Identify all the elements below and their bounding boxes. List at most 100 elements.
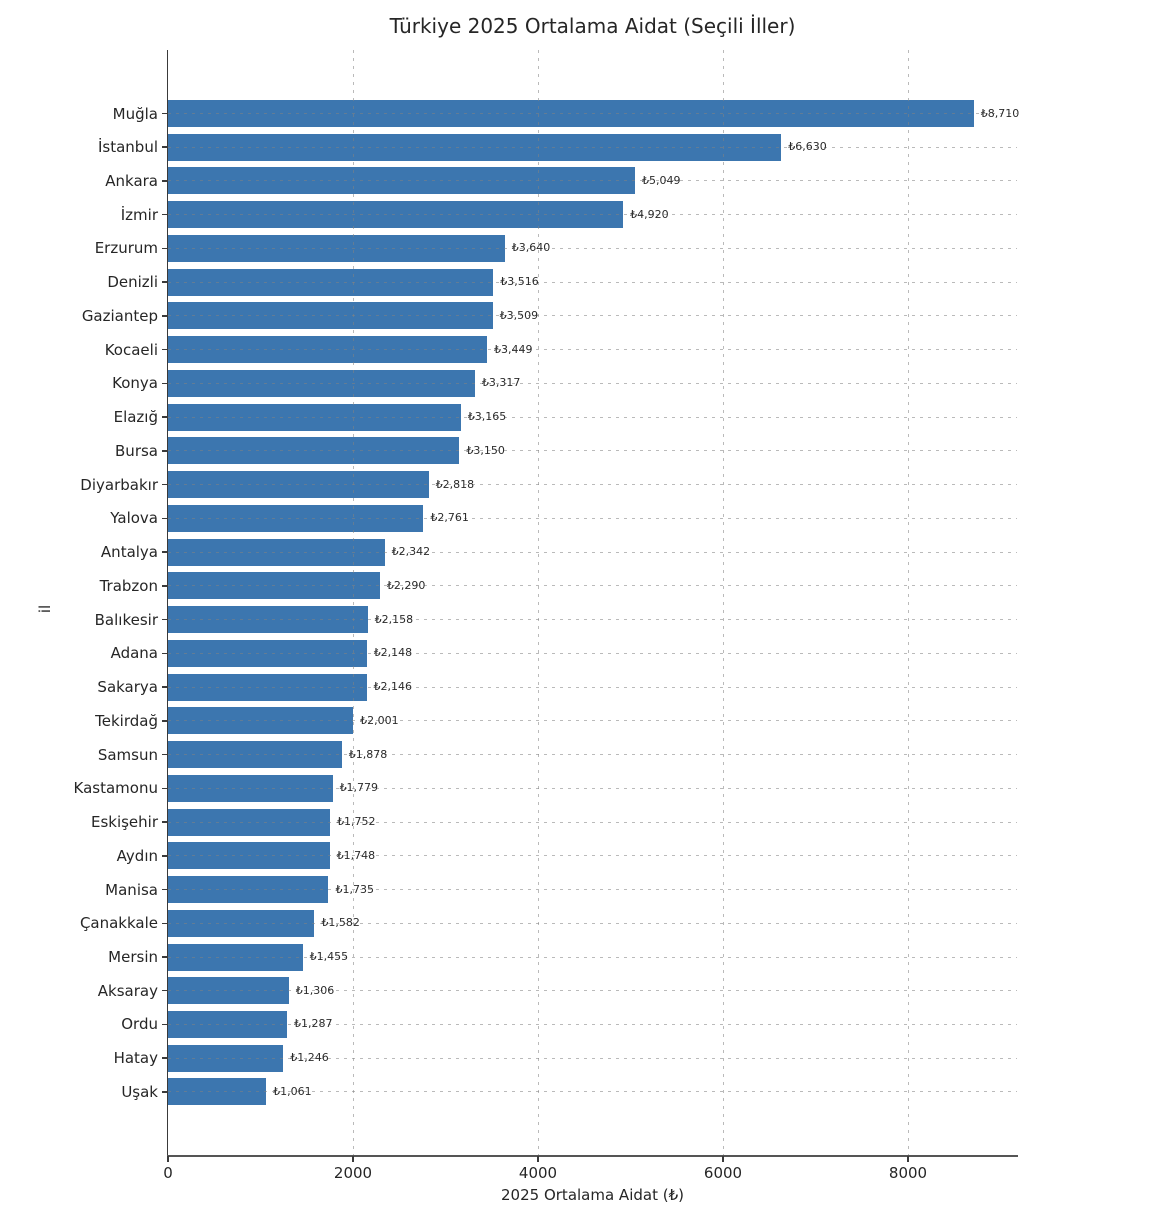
bar-value-label: ₺1,582 (321, 916, 360, 930)
y-gridline (168, 551, 1017, 553)
y-tick (162, 146, 168, 148)
y-tick (162, 720, 168, 722)
y-gridline (168, 416, 1017, 418)
x-axis-spine (166, 1155, 1018, 1157)
y-tick-label: Aydın (116, 846, 158, 865)
y-gridline (168, 247, 1017, 249)
y-tick (162, 1091, 168, 1093)
y-gridline (168, 382, 1017, 384)
y-gridline (168, 517, 1017, 519)
y-tick (162, 753, 168, 756)
y-tick-label: Çanakkale (79, 914, 158, 933)
bar-value-label: ₺1,752 (337, 815, 376, 829)
bar-value-label: ₺1,246 (290, 1051, 329, 1065)
x-tick (907, 1156, 909, 1162)
y-tick-label: Ordu (121, 1015, 158, 1034)
bar-value-label: ₺1,455 (309, 950, 349, 963)
y-tick-label: Adana (110, 644, 158, 663)
bar-value-label: ₺1,306 (295, 983, 335, 997)
y-tick (162, 1023, 168, 1026)
y-tick (162, 180, 168, 182)
bar-value-label: ₺4,920 (630, 207, 669, 221)
y-gridline (168, 787, 1017, 789)
y-tick-label: İzmir (120, 205, 158, 224)
y-tick-label: Tekirdağ (95, 711, 158, 730)
x-tick-label: 4000 (518, 1164, 558, 1182)
x-tick (537, 1156, 539, 1162)
y-gridline (168, 349, 1017, 351)
y-tick-label: Yalova (110, 509, 158, 528)
y-gridline (168, 484, 1017, 486)
chart-title: Türkiye 2025 Ortalama Aidat (Seçili İlle… (389, 14, 796, 38)
y-tick-label: Balıkesir (94, 610, 158, 629)
y-tick (162, 686, 168, 688)
y-gridline (168, 956, 1017, 958)
y-gridline (168, 889, 1017, 891)
x-gridline (538, 50, 539, 1155)
y-tick (162, 652, 168, 655)
y-tick-label: Antalya (100, 543, 158, 562)
y-tick-label: Kocaeli (104, 340, 158, 359)
y-tick-label: İstanbul (97, 138, 158, 157)
y-tick (162, 585, 168, 587)
bar-value-label: ₺3,317 (481, 376, 521, 390)
y-tick-label: Samsun (97, 745, 158, 764)
bar-value-label: ₺1,779 (339, 781, 379, 795)
y-tick (162, 1057, 168, 1059)
y-tick (162, 112, 168, 115)
x-tick-label: 6000 (703, 1164, 743, 1182)
bar-value-label: ₺2,761 (430, 511, 469, 525)
y-gridline (168, 315, 1017, 317)
y-axis-spine (166, 50, 168, 1156)
y-gridline (168, 180, 1017, 182)
bar-value-label: ₺3,150 (466, 443, 505, 457)
plot-area: ₺8,710 ₺6,630 ₺5,049 ₺4,920 ₺3,640 ₺3,516 ₺3,5… (168, 50, 1020, 1155)
y-tick (162, 315, 168, 317)
y-tick (162, 348, 168, 351)
y-gridline (168, 450, 1017, 452)
x-tick (167, 1156, 169, 1162)
bar-value-label: ₺2,290 (386, 578, 426, 592)
y-tick (162, 517, 168, 520)
y-tick-label: Manisa (105, 880, 158, 899)
bar-value-label: ₺1,061 (273, 1084, 312, 1098)
y-tick-label: Diyarbakır (80, 475, 158, 494)
y-tick-label: Uşak (121, 1082, 158, 1101)
y-tick (162, 382, 168, 385)
y-tick-label: Sakarya (97, 678, 158, 697)
y-gridline (168, 619, 1017, 621)
y-tick-label: Erzurum (94, 239, 158, 258)
bar-value-label: ₺1,878 (348, 747, 388, 761)
y-gridline (168, 113, 1017, 114)
bar-value-label: ₺1,287 (294, 1017, 333, 1031)
y-gridline (168, 720, 1017, 722)
bar-value-label: ₺3,509 (499, 308, 539, 322)
y-tick-label: Mersin (108, 948, 158, 966)
x-tick (352, 1156, 354, 1162)
y-gridline (168, 686, 1017, 688)
y-gridline (168, 652, 1017, 654)
bar-value-label: ₺2,146 (373, 680, 413, 694)
y-tick (162, 618, 168, 621)
y-tick (162, 989, 168, 992)
y-tick (162, 281, 168, 283)
y-tick-label: Elazığ (113, 408, 158, 427)
bar-value-label: ₺3,640 (511, 241, 551, 255)
y-gridline (168, 754, 1017, 756)
bar-value-label: ₺3,449 (494, 342, 533, 356)
bar-value-label: ₺1,748 (336, 848, 376, 862)
bar-value-label: ₺2,148 (373, 646, 413, 660)
y-gridline (168, 214, 1017, 216)
y-gridline (168, 146, 1017, 148)
y-tick (162, 416, 168, 418)
y-tick-label: Ankara (105, 171, 158, 190)
y-gridline (168, 585, 1017, 587)
bar-value-label: ₺3,165 (467, 410, 507, 424)
x-axis-title: 2025 Ortalama Aidat (₺) (501, 1186, 684, 1204)
y-gridline (168, 855, 1017, 857)
y-tick-label: Eskişehir (90, 813, 158, 832)
x-tick-label: 0 (163, 1164, 173, 1182)
y-tick (162, 213, 168, 216)
bar-value-label: ₺8,710 (980, 106, 1020, 120)
